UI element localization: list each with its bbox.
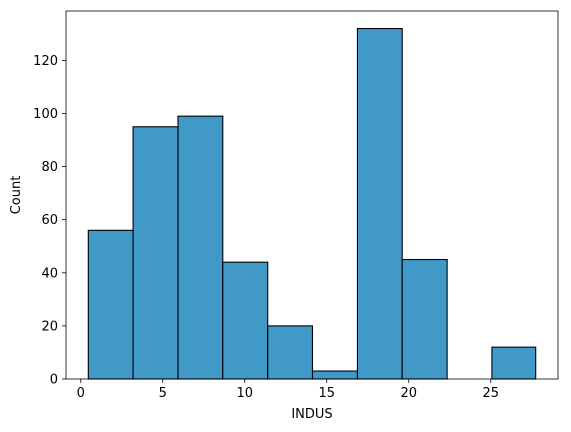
y-tick-label: 100 [33,107,58,122]
histogram-bar [222,261,269,380]
y-tick-label: 120 [33,54,58,69]
x-tick-label: 15 [318,386,335,401]
histogram-bar [267,325,314,380]
y-tick-label: 0 [50,373,58,388]
y-tick-label: 80 [41,160,58,175]
y-tick-label: 40 [41,266,58,281]
y-axis-label: Count [9,176,24,215]
histogram-bar [356,27,403,380]
histogram-bar [177,115,224,380]
x-axis-label: INDUS [291,407,332,422]
x-tick-label: 25 [482,386,499,401]
histogram-bar [491,346,537,380]
histogram-bar [401,258,448,380]
histogram-bar [311,370,358,380]
x-tick-label: 20 [400,386,417,401]
plot-frame [65,10,559,380]
bars-group [87,27,537,380]
x-tick-label: 10 [236,386,253,401]
x-axis-ticks: 0 5 10 15 20 25 [77,379,499,401]
x-tick-label: 5 [159,386,167,401]
x-tick-label: 0 [77,386,85,401]
y-axis-ticks: 0 20 40 60 80 100 120 [33,54,66,388]
y-tick-label: 20 [41,319,58,334]
y-tick-label: 60 [41,213,58,228]
histogram-bar [87,229,134,380]
histogram-bar [132,126,179,380]
